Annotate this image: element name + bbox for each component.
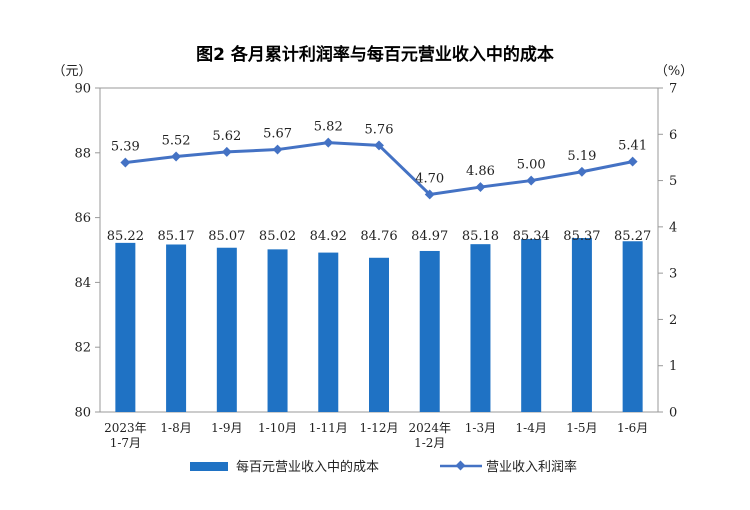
- line-data-labels: 5.39 5.52 5.62 5.67 5.82 5.76 4.70 4.86 5.00 5.19…: [111, 120, 647, 187]
- right-axis: 0 1 2 3 4 5 6 7: [658, 82, 677, 421]
- bar-data-label: 85.02: [259, 229, 296, 244]
- bar-data-label: 85.22: [107, 229, 144, 244]
- x-tick-label: 1-10月: [258, 421, 297, 435]
- line-data-label: 5.00: [517, 158, 546, 173]
- bar-data-label: 84.97: [411, 229, 448, 244]
- left-tick-label: 84: [74, 276, 91, 291]
- bar: [622, 241, 643, 412]
- bar-data-label: 85.07: [208, 229, 245, 244]
- line-point: [323, 137, 334, 148]
- line-data-label: 5.52: [162, 134, 191, 149]
- left-tick-label: 80: [74, 406, 91, 421]
- left-tick-label: 90: [74, 82, 91, 97]
- bar: [318, 252, 339, 412]
- left-axis-unit: （元）: [52, 64, 91, 79]
- legend-line-label: 营业收入利润率: [486, 459, 577, 475]
- line-point: [576, 166, 587, 177]
- right-tick-label: 3: [669, 267, 677, 282]
- bar: [267, 249, 288, 412]
- bar-data-label: 85.27: [614, 229, 651, 244]
- line-point: [374, 140, 384, 151]
- bar-series: [115, 238, 643, 412]
- x-tick-label: 2023年: [104, 421, 147, 435]
- bar: [571, 238, 592, 412]
- line-point: [526, 175, 537, 186]
- left-axis: 80 82 84 86 88 90: [74, 82, 100, 421]
- bar-data-label: 84.76: [360, 229, 397, 244]
- legend-line-marker: [455, 460, 466, 471]
- x-tick-label: 1-11月: [309, 421, 348, 435]
- right-tick-label: 0: [669, 406, 677, 421]
- x-tick-label: 1-12月: [360, 421, 399, 435]
- right-tick-label: 5: [669, 174, 677, 189]
- bar: [216, 247, 237, 412]
- bar-data-label: 85.18: [462, 229, 499, 244]
- bar-data-label: 84.92: [310, 229, 347, 244]
- x-tick-label: 1-5月: [566, 421, 597, 435]
- line-point: [424, 189, 435, 200]
- bar: [115, 242, 136, 412]
- line-data-label: 5.76: [365, 122, 394, 137]
- x-tick-label: 1-9月: [211, 421, 242, 435]
- right-axis-unit: （%）: [655, 64, 693, 79]
- line-data-label: 4.70: [415, 171, 444, 186]
- x-tick-label: 1-7月: [110, 436, 141, 450]
- line-data-label: 5.19: [567, 149, 596, 164]
- bar-data-label: 85.34: [513, 229, 550, 244]
- right-tick-label: 7: [669, 82, 677, 97]
- line-data-label: 5.39: [111, 140, 140, 155]
- bar-data-labels: 85.22 85.17 85.07 85.02 84.92 84.76 84.97 85.18…: [107, 229, 651, 244]
- legend: 每百元营业收入中的成本 营业收入利润率: [190, 459, 577, 475]
- line-point: [272, 144, 283, 155]
- right-tick-label: 1: [669, 359, 677, 374]
- bar: [419, 250, 440, 412]
- line-data-label: 5.67: [263, 127, 292, 142]
- bar-data-label: 85.37: [563, 229, 600, 244]
- left-tick-label: 86: [74, 211, 91, 226]
- x-tick-label: 1-6月: [617, 421, 648, 435]
- line-data-label: 5.82: [314, 120, 343, 135]
- line-point: [627, 156, 638, 167]
- line-path: [125, 141, 633, 196]
- right-tick-label: 4: [669, 220, 677, 235]
- x-tick-label: 1-4月: [516, 421, 547, 435]
- bar: [369, 257, 389, 412]
- x-tick-label: 2024年: [408, 421, 451, 435]
- bar-data-label: 85.17: [157, 229, 194, 244]
- line-data-label: 5.62: [212, 129, 241, 144]
- x-tick-label: 1-2月: [414, 436, 445, 450]
- line-data-label: 5.41: [618, 139, 647, 154]
- line-series: [120, 137, 638, 200]
- legend-bar-label: 每百元营业收入中的成本: [236, 459, 379, 475]
- line-point: [171, 151, 182, 162]
- x-tick-label: 1-8月: [160, 421, 191, 435]
- line-data-label: 4.86: [466, 164, 495, 179]
- bar: [521, 238, 542, 412]
- line-point: [475, 182, 486, 193]
- right-tick-label: 6: [669, 128, 677, 143]
- bar: [166, 244, 187, 412]
- right-tick-label: 2: [669, 313, 677, 328]
- left-tick-label: 88: [74, 146, 91, 161]
- line-point: [120, 157, 131, 168]
- bar: [470, 244, 491, 412]
- legend-bar-swatch: [190, 462, 228, 471]
- x-tick-label: 1-3月: [465, 421, 496, 435]
- chart-title: 图2 各月累计利润率与每百元营业收入中的成本: [196, 44, 554, 65]
- line-point: [221, 146, 232, 157]
- left-tick-label: 82: [74, 341, 91, 356]
